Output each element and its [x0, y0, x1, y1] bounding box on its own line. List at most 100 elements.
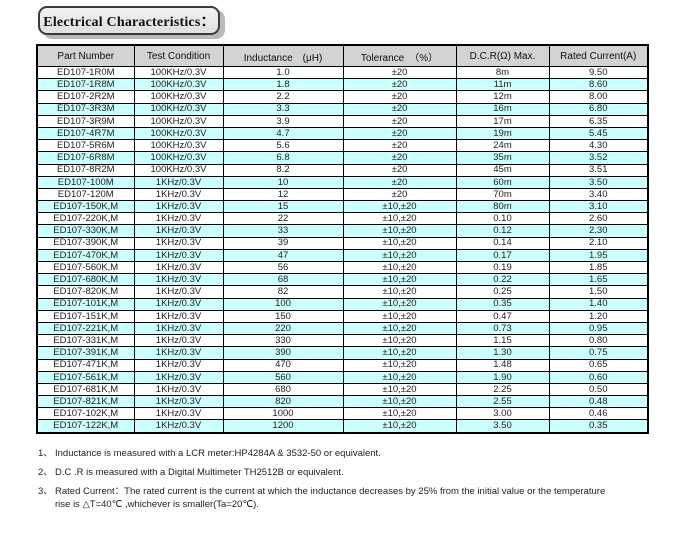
table-cell: 1KHz/0.3V [133, 285, 224, 299]
table-cell: 3.50 [548, 175, 649, 189]
table-cell: 100KHz/0.3V [133, 114, 224, 128]
note-text: Inductance is measured with a LCR meter:… [55, 448, 381, 459]
table-cell: 2.25 [455, 382, 550, 397]
note-marker: 3、 [38, 486, 53, 497]
table-cell: 390 [222, 346, 344, 360]
table-cell: 56 [222, 260, 344, 275]
table-cell: 100KHz/0.3V [133, 65, 224, 80]
table-cell: ED107-1R8M [36, 78, 135, 92]
table-cell: 4.7 [222, 126, 344, 141]
table-cell: ±20 [342, 163, 457, 177]
table-row: ED107-330K,M 1KHz/0.3V 33 ±10,±20 0.12 2.30 [36, 224, 649, 238]
table-cell: ED107-471K,M [36, 358, 135, 372]
table-cell: ED107-680K,M [36, 273, 135, 287]
table-cell: 0.46 [548, 407, 649, 421]
table-cell: 1KHz/0.3V [133, 309, 224, 323]
table-row: ED107-120M 1KHz/0.3V 12 ±20 70m 3.40 [36, 187, 649, 202]
table-cell: 82 [222, 285, 344, 299]
table-cell: 1KHz/0.3V [133, 260, 224, 275]
table-cell: ED107-330K,M [36, 224, 135, 238]
table-cell: 1KHz/0.3V [133, 175, 224, 189]
table-cell: 6.35 [548, 114, 649, 128]
table-row: ED107-220K,M 1KHz/0.3V 22 ±10,±20 0.10 2.60 [36, 212, 649, 226]
table-cell: 8.2 [222, 163, 344, 177]
table-cell: ED107-151K,M [36, 309, 135, 323]
note-3: 3、 Rated Current：The rated current is the… [38, 485, 644, 511]
table-cell: 1.8 [222, 78, 344, 92]
table-cell: 3.10 [548, 200, 649, 214]
table-cell: 1KHz/0.3V [133, 297, 224, 311]
table-cell: 100KHz/0.3V [133, 78, 224, 92]
table-cell: ED107-102K,M [36, 407, 135, 421]
table-cell: 1.95 [548, 248, 649, 263]
table-cell: 22 [222, 212, 344, 226]
table-cell: 1.85 [548, 260, 649, 275]
table-row: ED107-4R7M 100KHz/0.3V 4.7 ±20 19m 5.45 [36, 126, 649, 141]
table-cell: 100KHz/0.3V [133, 102, 224, 116]
table-cell: 680 [222, 382, 344, 397]
table-cell: 0.50 [548, 382, 649, 397]
table-cell: ±10,±20 [342, 358, 457, 372]
table-cell: 19m [455, 126, 550, 141]
table-cell: ±20 [342, 187, 457, 202]
table-cell: 1000 [222, 407, 344, 421]
table-cell: 12m [455, 90, 550, 104]
table-cell: ±10,±20 [342, 224, 457, 238]
table-cell: ±10,±20 [342, 309, 457, 323]
table-row: ED107-150K,M 1KHz/0.3V 15 ±10,±20 80m 3.10 [36, 200, 649, 214]
table-cell: 35m [455, 151, 550, 165]
table-cell: ED107-390K,M [36, 236, 135, 250]
table-cell: 0.25 [455, 285, 550, 299]
table-cell: 0.80 [548, 334, 649, 348]
table-cell: 8m [455, 65, 550, 80]
table-cell: 3.00 [455, 407, 550, 421]
header-inductance: Inductance (μH) [222, 44, 344, 67]
table-row: ED107-821K,M 1KHz/0.3V 820 ±10,±20 2.55 0.48 [36, 395, 649, 409]
table-cell: ED107-122K,M [36, 419, 135, 434]
table-cell: 1KHz/0.3V [133, 419, 224, 434]
table-cell: ED107-391K,M [36, 346, 135, 360]
table-cell: 0.95 [548, 321, 649, 336]
table-cell: 1.48 [455, 358, 550, 372]
table-cell: 5.6 [222, 139, 344, 153]
table-cell: 1KHz/0.3V [133, 395, 224, 409]
table-cell: 820 [222, 395, 344, 409]
table-cell: 100KHz/0.3V [133, 139, 224, 153]
table-cell: 70m [455, 187, 550, 202]
table-cell: 3.40 [548, 187, 649, 202]
table-cell: 5.45 [548, 126, 649, 141]
table-cell: ED107-150K,M [36, 200, 135, 214]
table-cell: 2.10 [548, 236, 649, 250]
table-cell: 1KHz/0.3V [133, 358, 224, 372]
table-row: ED107-331K,M 1KHz/0.3V 330 ±10,±20 1.15 0.80 [36, 334, 649, 348]
table-cell: 1KHz/0.3V [133, 407, 224, 421]
table-cell: ±20 [342, 175, 457, 189]
table-row: ED107-122K,M 1KHz/0.3V 1200 ±10,±20 3.50 0.35 [36, 419, 649, 434]
table-cell: ED107-2R2M [36, 90, 135, 104]
table-cell: 220 [222, 321, 344, 336]
table-cell: ±10,±20 [342, 212, 457, 226]
table-cell: 0.75 [548, 346, 649, 360]
table-cell: 3.3 [222, 102, 344, 116]
note-2: 2、 D.C .R is measured with a Digital Mult… [38, 466, 644, 479]
table-row: ED107-560K,M 1KHz/0.3V 56 ±10,±20 0.19 1.85 [36, 260, 649, 275]
note-1: 1、 Inductance is measured with a LCR mete… [38, 447, 644, 460]
table-cell: 1.20 [548, 309, 649, 323]
table-cell: ED107-8R2M [36, 163, 135, 177]
table-cell: 100KHz/0.3V [133, 90, 224, 104]
table-row: ED107-680K,M 1KHz/0.3V 68 ±10,±20 0.22 1.65 [36, 273, 649, 287]
table-cell: 2.60 [548, 212, 649, 226]
header-test-condition: Test Condition [133, 44, 224, 67]
table-cell: ±10,±20 [342, 382, 457, 397]
table-cell: 1.90 [455, 370, 550, 384]
table-cell: ED107-681K,M [36, 382, 135, 397]
table-cell: 0.35 [548, 419, 649, 434]
table-cell: ±10,±20 [342, 200, 457, 214]
note-marker: 1、 [38, 448, 53, 459]
header-tolerance: Tolerance （%） [342, 44, 457, 67]
table-cell: ±10,±20 [342, 321, 457, 336]
table-cell: ED107-561K,M [36, 370, 135, 384]
table-row: ED107-3R9M 100KHz/0.3V 3.9 ±20 17m 6.35 [36, 114, 649, 128]
table-cell: 2.2 [222, 90, 344, 104]
table-row: ED107-471K,M 1KHz/0.3V 470 ±10,±20 1.48 0.65 [36, 358, 649, 372]
